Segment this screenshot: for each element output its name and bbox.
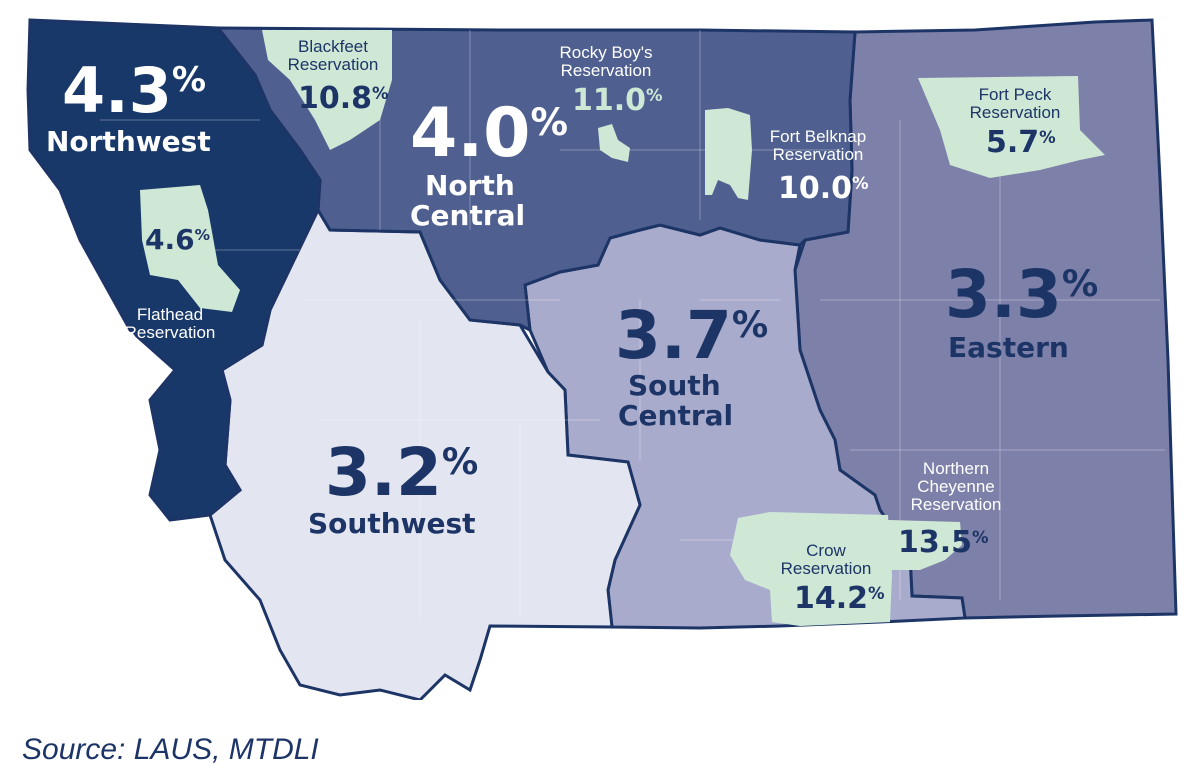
reservation-blackfeet	[262, 30, 392, 150]
reservation-rocky-boys	[598, 124, 630, 162]
southwest-label: Southwest	[308, 507, 476, 540]
rocky-boys-rate: 11.0%	[572, 83, 663, 118]
fort-peck-label: Fort Peck Reservation	[969, 85, 1061, 122]
fort-belknap-rate: 10.0%	[778, 171, 869, 206]
south-central-rate: 3.7%	[615, 297, 769, 374]
southwest-rate: 3.2%	[325, 434, 479, 511]
blackfeet-label: Blackfeet Reservation	[287, 37, 379, 74]
north-central-label-line1: North	[425, 169, 515, 202]
north-central-label-line2: Central	[410, 199, 526, 232]
source-note: Source: LAUS, MTDLI	[22, 733, 319, 766]
reservation-crow	[730, 512, 892, 626]
reservation-flathead	[140, 185, 240, 312]
reservation-fort-belknap	[705, 108, 752, 200]
northwest-label: Northwest	[46, 125, 211, 158]
crow-label: Crow Reservation	[780, 541, 872, 578]
rocky-boys-label: Rocky Boy's Reservation	[559, 43, 653, 80]
flathead-rate: 4.6%	[145, 223, 211, 256]
reservation-northern-cheyenne	[888, 520, 962, 570]
south-central-label-line1: South	[628, 369, 721, 402]
south-central-label-line2: Central	[618, 399, 734, 432]
fort-belknap-label: Fort Belknap Reservation	[769, 127, 867, 164]
north-central-rate: 4.0%	[410, 94, 568, 173]
reservation-fort-peck	[918, 76, 1105, 178]
flathead-label: Flathead Reservation	[124, 305, 216, 342]
blackfeet-rate: 10.8%	[298, 81, 389, 116]
montana-map	[26, 18, 1178, 700]
fort-peck-rate: 5.7%	[986, 125, 1056, 160]
crow-rate: 14.2%	[794, 581, 885, 616]
northern-cheyenne-label: Northern Cheyenne Reservation	[910, 459, 1002, 514]
eastern-rate: 3.3%	[945, 256, 1099, 333]
eastern-label: Eastern	[948, 331, 1069, 364]
northern-cheyenne-rate: 13.5%	[898, 525, 989, 560]
northwest-rate: 4.3%	[62, 54, 206, 127]
